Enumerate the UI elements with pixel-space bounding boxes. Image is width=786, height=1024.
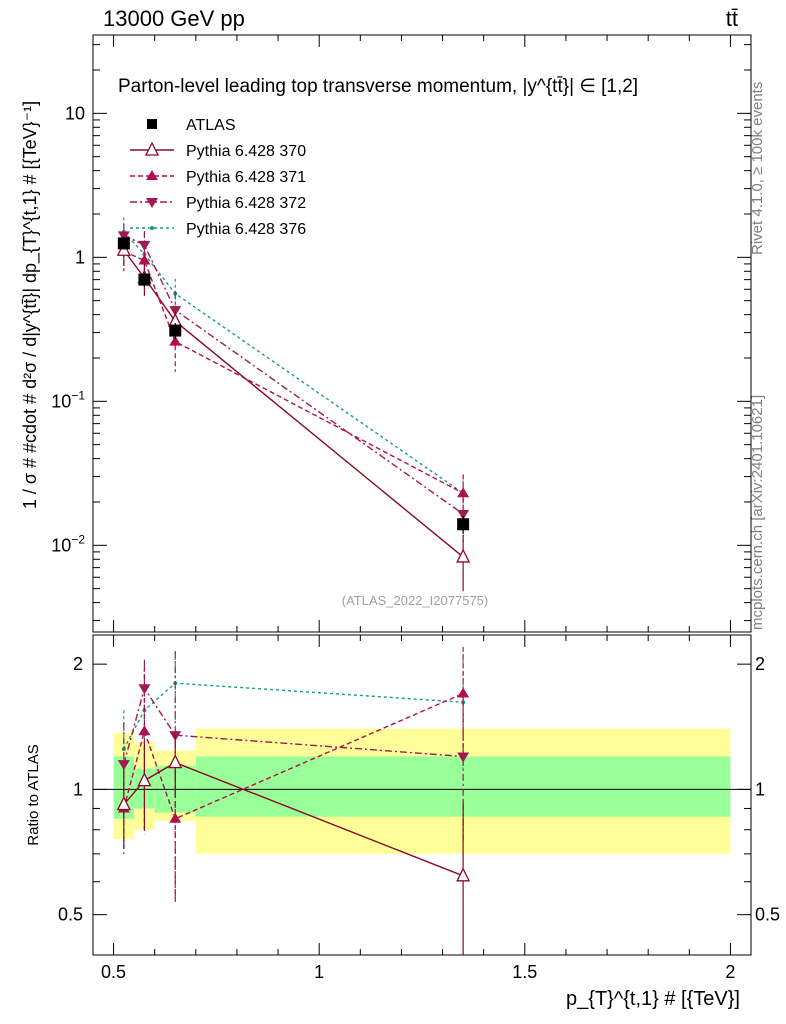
marker-triangle-up bbox=[138, 254, 151, 265]
marker-triangle-down bbox=[146, 198, 158, 208]
marker-triangle-up bbox=[138, 725, 151, 736]
ratio-y-axis-label: Ratio to ATLAS bbox=[25, 744, 42, 845]
source-label: mcplots.cern.ch [arXiv:2401.10621] bbox=[749, 395, 766, 630]
legend-label: Pythia 6.428 376 bbox=[186, 221, 306, 238]
main-frame bbox=[92, 34, 752, 633]
x-tick-label: 0.5 bbox=[101, 962, 126, 982]
marker-triangle-down bbox=[117, 760, 130, 771]
legend-label: Pythia 6.428 372 bbox=[186, 195, 306, 212]
ratio-frame bbox=[92, 634, 752, 956]
ratio-series-line bbox=[123, 761, 464, 877]
marker-triangle-down bbox=[457, 752, 470, 763]
marker-square bbox=[138, 273, 151, 286]
x-axis-label: p_{T}^{t,1} # [{TeV}] bbox=[566, 988, 740, 1010]
marker-triangle-down bbox=[169, 306, 182, 317]
marker-open-triangle bbox=[144, 141, 160, 156]
chart-title: Parton-level leading top transverse mome… bbox=[118, 76, 638, 97]
marker-triangle-up bbox=[169, 812, 182, 823]
series-line bbox=[123, 231, 464, 494]
y-tick-label: 1 bbox=[75, 247, 85, 267]
marker-square bbox=[457, 518, 470, 531]
legend-label: Pythia 6.428 370 bbox=[186, 143, 306, 160]
watermark: (ATLAS_2022_I2077575) bbox=[342, 593, 488, 608]
marker-open-triangle bbox=[168, 754, 183, 769]
marker-triangle-down bbox=[138, 684, 151, 695]
main-panel: 10−2 10−1 1 10 bbox=[51, 34, 752, 633]
y-tick-label: 10−2 bbox=[51, 532, 85, 555]
marker-dot bbox=[150, 226, 154, 230]
ratio-series-line bbox=[123, 682, 464, 750]
marker-square bbox=[147, 119, 157, 129]
x-tick-label: 1.5 bbox=[512, 962, 537, 982]
marker-square bbox=[169, 324, 182, 337]
legend-label: ATLAS bbox=[186, 117, 236, 134]
marker-open-triangle bbox=[137, 772, 152, 787]
series-line bbox=[123, 250, 464, 494]
collision-label: 13000 GeV pp bbox=[103, 6, 245, 31]
x-tick-label: 1 bbox=[314, 962, 324, 982]
rivet-label: Rivet 4.1.0, ≥ 100k events bbox=[749, 82, 766, 255]
x-tick-label: 2 bbox=[725, 962, 735, 982]
ratio-y-tick-label: 0.5 bbox=[58, 905, 83, 925]
ratio-y-tick-label-right: 2 bbox=[755, 654, 765, 674]
series-line bbox=[123, 249, 464, 558]
ratio-y-tick-label: 1 bbox=[73, 779, 83, 799]
ratio-panel: 0.5 1 1.5 2 0.5 0.5 1 1 2 2 bbox=[58, 634, 780, 982]
marker-square bbox=[117, 237, 130, 250]
y-axis-label: 1 / σ # #cdot # d²σ / d|y^{tt̄}| dp_{T}^… bbox=[20, 101, 41, 509]
marker-triangle-up bbox=[457, 687, 470, 698]
marker-triangle-up bbox=[457, 487, 470, 498]
ratio-y-tick-label-right: 1 bbox=[755, 779, 765, 799]
ratio-series-line bbox=[123, 692, 464, 820]
legend: ATLAS Pythia 6.428 370 Pythia 6.428 371 Pyt… bbox=[130, 117, 306, 238]
ratio-y-tick-label: 2 bbox=[73, 654, 83, 674]
ratio-y-tick-label-right: 0.5 bbox=[755, 905, 780, 925]
marker-open-triangle bbox=[456, 548, 471, 563]
ratio-series-line bbox=[123, 686, 464, 765]
marker-triangle-up bbox=[146, 170, 158, 180]
marker-open-triangle bbox=[456, 867, 471, 882]
y-tick-label: 10 bbox=[65, 103, 85, 123]
marker-triangle-up bbox=[169, 335, 182, 346]
y-tick-label: 10−1 bbox=[51, 388, 85, 411]
legend-label: Pythia 6.428 371 bbox=[186, 169, 306, 186]
series-line bbox=[123, 234, 464, 515]
marker-open-triangle bbox=[116, 796, 131, 811]
process-label: tt̄ bbox=[726, 6, 738, 31]
